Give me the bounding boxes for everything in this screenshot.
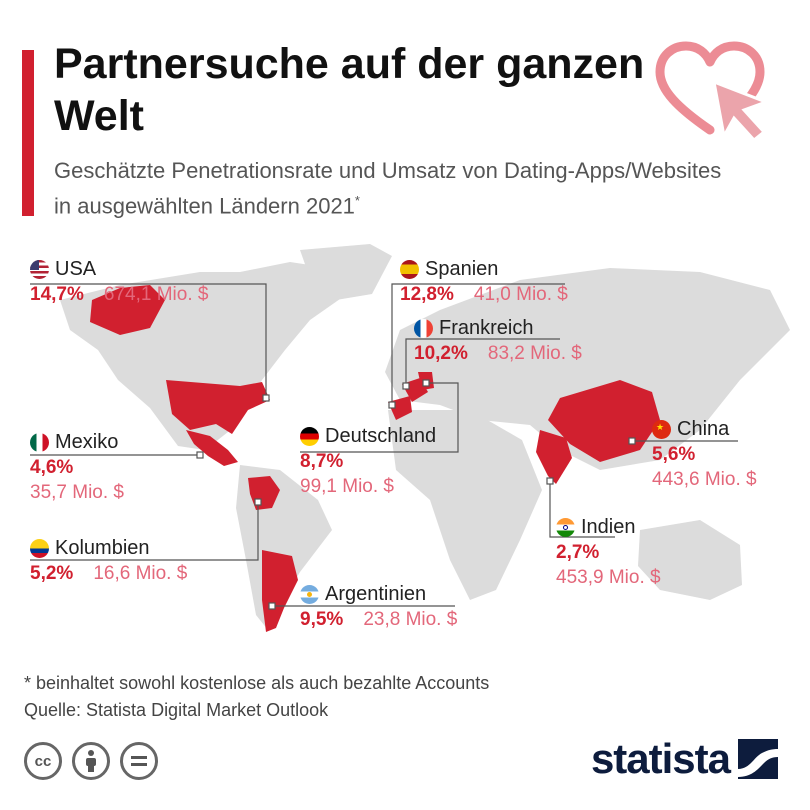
heart-cursor-icon [655,41,771,143]
land-australia [638,520,742,600]
label-deutschland: Deutschland 8,7% 99,1 Mio. $ [300,424,436,498]
attribution-icon[interactable] [72,742,110,780]
revenue: 443,6 Mio. $ [652,469,757,490]
subtitle-text: Geschätzte Penetrationsrate und Umsatz v… [54,158,722,219]
highlight-mexico [186,430,238,466]
marker-spain [388,401,396,409]
marker-mexico [196,451,204,459]
land-africa [388,410,542,600]
mx-flag-icon [30,432,49,452]
leader-france [405,338,560,386]
co-flag-icon [30,538,49,558]
es-flag-icon [400,259,419,279]
penetration-rate: 12,8% [400,284,454,305]
penetration-rate: 5,2% [30,563,74,584]
label-indien: Indien 2,7% 453,9 Mio. $ [556,515,661,589]
country-name: Deutschland [325,425,437,447]
label-mexiko: Mexiko 4,6% 35,7 Mio. $ [30,430,124,504]
leader-india [549,481,615,538]
revenue: 453,9 Mio. $ [556,567,661,588]
label-spanien: Spanien 12,8% 41,0 Mio. $ [400,257,568,306]
world-map [30,244,790,632]
land-greenland [300,244,392,300]
cn-flag-icon: ★ [652,419,671,439]
country-name: Spanien [425,258,499,280]
statista-logo[interactable]: statista [591,735,778,783]
revenue: 41,0 Mio. $ [473,284,568,305]
ar-flag-icon [300,584,319,604]
source-text: Quelle: Statista Digital Market Outlook [24,700,329,720]
marker-colombia [254,498,262,506]
penetration-rate: 10,2% [414,343,468,364]
marker-germany [422,379,430,387]
label-argentinien: Argentinien 9,5% 23,8 Mio. $ [300,582,457,631]
marker-usa [262,394,270,402]
label-kolumbien: Kolumbien 5,2% 16,6 Mio. $ [30,536,187,585]
country-name: USA [55,258,97,280]
penetration-rate: 2,7% [556,542,600,563]
us-flag-icon [30,259,49,279]
accent-bar [22,50,34,216]
penetration-rate: 4,6% [30,457,74,478]
no-derivatives-icon[interactable] [120,742,158,780]
penetration-rate: 8,7% [300,451,344,472]
penetration-rate: 5,6% [652,444,696,465]
cc-icon[interactable]: cc [24,742,62,780]
penetration-rate: 14,7% [30,284,84,305]
in-flag-icon [556,517,575,537]
country-name: Kolumbien [55,537,150,559]
revenue: 99,1 Mio. $ [300,476,394,497]
page-subtitle: Geschätzte Penetrationsrate und Umsatz v… [54,156,734,221]
revenue: 16,6 Mio. $ [93,563,188,584]
marker-france [402,382,410,390]
leader-spain [391,283,565,405]
marker-india [546,477,554,485]
brand-text: statista [590,735,731,782]
marker-china [628,437,636,445]
country-name: Frankreich [439,317,534,339]
leader-germany [300,382,459,453]
revenue: 674,1 Mio. $ [103,284,209,305]
penetration-rate: 9,5% [300,609,344,630]
leader-colombia [30,502,259,561]
page-title: Partnersuche auf der ganzen Welt [54,40,645,140]
label-usa: USA 14,7% 674,1 Mio. $ [30,257,208,306]
marker-argentina [268,602,276,610]
revenue: 83,2 Mio. $ [487,343,582,364]
highlight-india [536,430,572,484]
label-frankreich: Frankreich 10,2% 83,2 Mio. $ [414,316,582,365]
highlight-usa [90,285,270,434]
revenue: 35,7 Mio. $ [30,482,124,503]
highlight-argentina [262,550,298,632]
statista-mark-icon [738,739,778,779]
country-name: Indien [581,516,636,538]
label-china: ★ China 5,6% 443,6 Mio. $ [652,417,757,491]
country-name: Mexiko [55,431,119,453]
footnote-text: * beinhaltet sowohl kostenlose als auch … [24,673,490,693]
fr-flag-icon [414,318,433,338]
de-flag-icon [300,426,319,446]
footnote: * beinhaltet sowohl kostenlose als auch … [24,670,489,724]
revenue: 23,8 Mio. $ [363,609,458,630]
subtitle-marker: * [354,193,360,208]
country-name: Argentinien [325,583,427,605]
country-name: China [677,418,730,440]
leader-usa [30,283,267,398]
